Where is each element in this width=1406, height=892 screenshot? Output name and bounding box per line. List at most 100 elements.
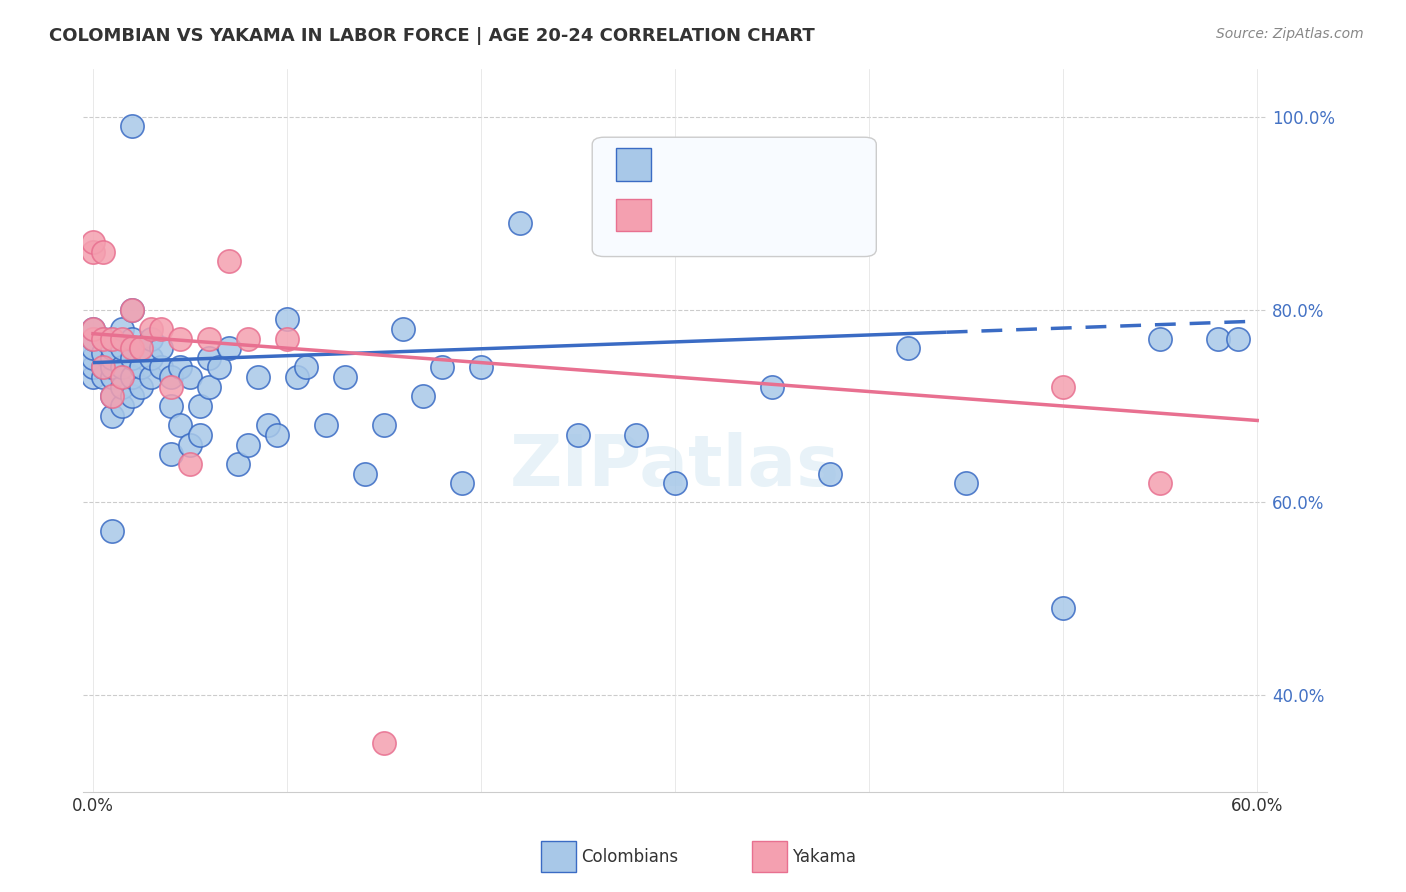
Point <box>1052 380 1074 394</box>
Point <box>266 428 288 442</box>
Bar <box>616 148 651 180</box>
Point <box>373 737 395 751</box>
Point <box>82 351 104 365</box>
Point <box>179 457 201 471</box>
Point <box>1149 331 1171 345</box>
Point <box>276 312 298 326</box>
Point <box>82 331 104 345</box>
Point <box>188 399 211 413</box>
Text: ZIPatlas: ZIPatlas <box>510 432 841 500</box>
Point <box>626 428 648 442</box>
Point <box>373 418 395 433</box>
Text: 26: 26 <box>801 205 825 224</box>
Point <box>121 370 143 384</box>
Point <box>335 370 357 384</box>
Point <box>256 418 278 433</box>
Point <box>1208 331 1230 345</box>
Point <box>111 399 134 413</box>
Point <box>1052 601 1074 615</box>
Point <box>159 399 181 413</box>
Point <box>450 476 472 491</box>
Point <box>141 331 163 345</box>
Point <box>353 467 375 481</box>
Point <box>246 370 269 384</box>
Text: COLOMBIAN VS YAKAMA IN LABOR FORCE | AGE 20-24 CORRELATION CHART: COLOMBIAN VS YAKAMA IN LABOR FORCE | AGE… <box>49 27 815 45</box>
Point <box>111 341 134 355</box>
Point <box>169 331 191 345</box>
Point <box>141 370 163 384</box>
Point <box>276 331 298 345</box>
Text: Colombians: Colombians <box>581 848 678 866</box>
Point <box>228 457 250 471</box>
Point <box>432 360 454 375</box>
Point <box>111 380 134 394</box>
Text: R =: R = <box>661 205 697 224</box>
Point <box>295 360 318 375</box>
Point <box>198 351 221 365</box>
Point <box>121 351 143 365</box>
Point <box>179 437 201 451</box>
Point <box>91 360 114 375</box>
Point <box>412 389 434 403</box>
Point <box>82 360 104 375</box>
Bar <box>616 199 651 231</box>
Point <box>131 380 153 394</box>
Point <box>111 322 134 336</box>
Text: Source: ZipAtlas.com: Source: ZipAtlas.com <box>1216 27 1364 41</box>
Point <box>149 322 172 336</box>
Point <box>82 341 104 355</box>
Point <box>169 360 191 375</box>
Point <box>897 341 920 355</box>
Point <box>149 341 172 355</box>
Text: Yakama: Yakama <box>792 848 856 866</box>
Point <box>761 380 783 394</box>
Point <box>1149 476 1171 491</box>
Point <box>198 380 221 394</box>
Text: N =: N = <box>761 205 797 224</box>
Point <box>179 370 201 384</box>
Point <box>82 331 104 345</box>
Point <box>101 389 124 403</box>
Point <box>82 322 104 336</box>
Point <box>218 254 240 268</box>
FancyBboxPatch shape <box>592 137 876 257</box>
Point <box>141 351 163 365</box>
Point <box>238 331 260 345</box>
Point <box>392 322 415 336</box>
Point <box>121 341 143 355</box>
Text: R =: R = <box>661 155 697 173</box>
Point <box>82 370 104 384</box>
Point <box>141 322 163 336</box>
Point <box>159 447 181 461</box>
Point <box>131 341 153 355</box>
Point <box>111 370 134 384</box>
Text: 0.061: 0.061 <box>704 155 756 173</box>
Point <box>315 418 337 433</box>
Point <box>101 370 124 384</box>
Point <box>820 467 842 481</box>
Point <box>91 370 114 384</box>
Point <box>121 302 143 317</box>
Point <box>149 360 172 375</box>
Point <box>159 380 181 394</box>
Point <box>121 331 143 345</box>
Point <box>1226 331 1249 345</box>
Point <box>509 216 531 230</box>
Point <box>285 370 308 384</box>
Point <box>198 331 221 345</box>
Point <box>169 418 191 433</box>
Point <box>238 437 260 451</box>
Point <box>121 120 143 134</box>
Text: -0.122: -0.122 <box>704 205 765 224</box>
Point <box>101 351 124 365</box>
Point <box>218 341 240 355</box>
Point <box>208 360 231 375</box>
Point <box>111 360 134 375</box>
Point <box>82 244 104 259</box>
Point <box>101 409 124 423</box>
Text: 79: 79 <box>801 155 825 173</box>
Point <box>91 331 114 345</box>
Point <box>91 346 114 360</box>
Point <box>91 244 114 259</box>
Point <box>101 341 124 355</box>
